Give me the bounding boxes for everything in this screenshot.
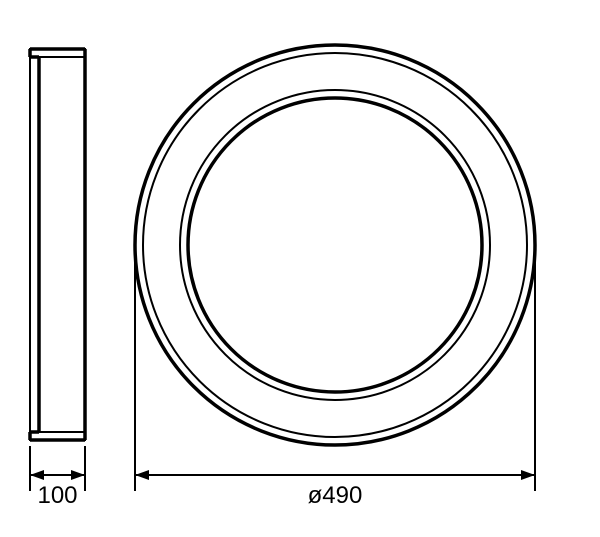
- dim-diameter-label: ø490: [308, 482, 363, 509]
- dim-width-label: 100: [37, 482, 77, 509]
- front-view: [135, 45, 535, 445]
- dimensions: 100 ø490: [30, 249, 535, 509]
- dim-width: 100: [30, 470, 85, 509]
- dim-diameter: ø490: [135, 470, 535, 509]
- side-view: [30, 49, 85, 440]
